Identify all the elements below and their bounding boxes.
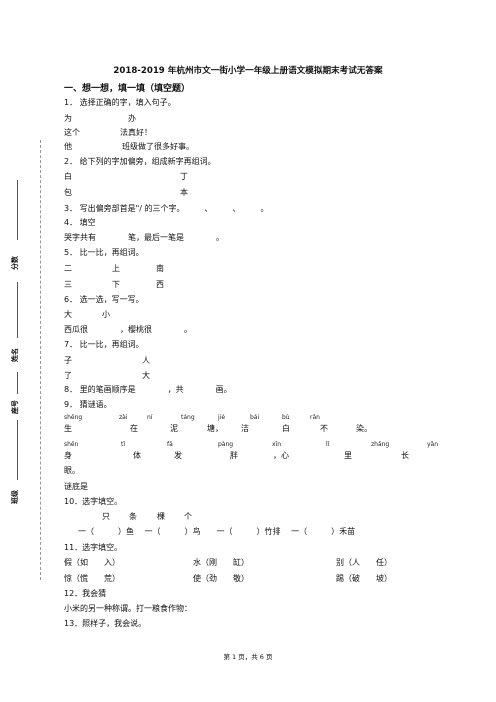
question-line: 办: [128, 114, 136, 123]
question-line: 里: [344, 451, 352, 460]
binding-margin-divider: [40, 140, 41, 580]
question-line: 2． 给下列的字加偏旁，组成新字再组词。: [64, 157, 216, 166]
question-line: 西: [156, 280, 164, 289]
question-line: 谜底是: [64, 482, 88, 491]
question-line: 体: [133, 451, 141, 460]
pinyin-text: jié: [218, 414, 226, 421]
question-line: 小米的另一种称谓。打一粮食作物：: [64, 604, 192, 613]
question-line: 洁: [241, 424, 249, 433]
question-line: 别（人 任）: [336, 558, 392, 567]
question-line: 在: [130, 424, 138, 433]
question-line: 班级做了很多好事。: [122, 142, 194, 151]
seat-blank-line: [17, 372, 18, 394]
question-line: 生: [64, 424, 72, 433]
score-blank-line: [17, 180, 18, 240]
question-line: 他: [64, 142, 72, 151]
pinyin-text: shēng: [64, 414, 83, 421]
question-line: 白: [282, 424, 290, 433]
side-label-score: 分数: [11, 256, 19, 270]
side-label-name: 姓名: [11, 348, 19, 362]
question-line: 这个: [64, 128, 80, 137]
pinyin-text: táng: [181, 414, 195, 421]
name-blank-line: [17, 282, 18, 338]
side-label-class: 班级: [11, 490, 19, 504]
question-line: 6． 选一选，写一写。: [64, 295, 144, 304]
question-line: 8． 里的笔画顺序是 ，共 画。: [64, 385, 232, 394]
question-line: 只: [102, 512, 110, 521]
question-line: 小: [102, 310, 110, 319]
question-line: 使（劲 敬）: [193, 574, 249, 583]
page-footer: 第 1 页，共 6 页: [223, 653, 273, 661]
question-line: ，心: [273, 451, 289, 460]
question-line: 13．照样子，我会说。: [64, 619, 147, 628]
question-line: 了: [64, 371, 72, 380]
section-heading: 一、想一想，填一填（填空题）: [64, 84, 191, 94]
question-line: 12．我会猜: [64, 589, 107, 598]
question-line: 白: [64, 172, 72, 181]
question-line: 哭字共有 笔，最后一笔是 。: [64, 233, 224, 242]
class-blank-line: [17, 420, 18, 480]
question-line: 不: [320, 424, 328, 433]
pinyin-text: zhǎng: [371, 441, 390, 448]
pinyin-text: bái: [250, 414, 260, 421]
question-line: 发: [174, 451, 182, 460]
question-line: 10．选字填空。: [64, 497, 123, 506]
question-line: 5． 比一比，再组词。: [64, 248, 144, 257]
question-line: 惊（慌 荒）: [64, 574, 120, 583]
question-line: 本: [180, 188, 188, 197]
question-line: 西瓜很 ，樱桃很 。: [64, 325, 192, 334]
question-line: 泥: [170, 424, 178, 433]
question-line: 身: [64, 451, 72, 460]
question-line: 水（刚 缸）: [193, 558, 249, 567]
question-line: 二: [64, 264, 72, 273]
question-line: 染。: [356, 424, 372, 433]
question-line: 大: [142, 371, 150, 380]
pinyin-text: pàng: [218, 441, 234, 448]
side-label-seat: 座号: [11, 400, 19, 414]
question-line: 条: [129, 512, 137, 521]
question-line: 南: [156, 264, 164, 273]
pinyin-text: zài: [119, 414, 128, 421]
pinyin-text: ní: [147, 414, 153, 421]
question-line: 为: [64, 114, 72, 123]
question-line: 大: [64, 310, 72, 319]
question-line: 包: [64, 188, 72, 197]
pinyin-text: tǐ: [121, 441, 126, 448]
question-line: 11．选字填空。: [64, 543, 123, 552]
question-line: 踢（破 坡）: [336, 574, 392, 583]
question-line: 子: [64, 356, 72, 365]
question-line: 1． 选择正确的字，填入句子。: [64, 98, 176, 107]
question-line: 三: [64, 280, 72, 289]
question-line: 9． 猜谜语。: [64, 400, 112, 409]
question-line: 胖: [230, 451, 238, 460]
pinyin-text: rǎn: [310, 414, 320, 421]
question-line: 7． 比一比，再组词。: [64, 340, 144, 349]
pinyin-text: bù: [282, 414, 290, 421]
question-line: 上: [112, 264, 120, 273]
question-line: 人: [142, 356, 150, 365]
question-line: 个: [184, 512, 192, 521]
question-line: 3． 写出偏旁部首是"/ 的三个字。 、 、 。: [64, 204, 269, 213]
question-line: 一（ ）鱼 一（ ）鸟 一（ ）竹排 一（ ）禾苗: [78, 527, 356, 536]
page-title: 2018-2019 年杭州市文一街小学一年级上册语文模拟期末考试无答案: [113, 66, 383, 76]
question-line: 丁: [180, 172, 188, 181]
question-line: 4． 填空: [64, 218, 96, 227]
pinyin-text: xīn: [272, 441, 282, 448]
pinyin-text: fā: [167, 441, 173, 448]
question-line: 塘，: [207, 424, 223, 433]
question-line: 下: [112, 280, 120, 289]
question-line: 眼。: [64, 466, 80, 475]
pinyin-text: lǐ: [326, 441, 330, 448]
question-line: 假（如 入）: [64, 558, 120, 567]
question-line: 棵: [157, 512, 165, 521]
pinyin-text: yǎn: [427, 441, 439, 448]
pinyin-text: shēn: [64, 441, 79, 448]
question-line: 长: [401, 451, 409, 460]
question-line: 法真好！: [120, 128, 152, 137]
